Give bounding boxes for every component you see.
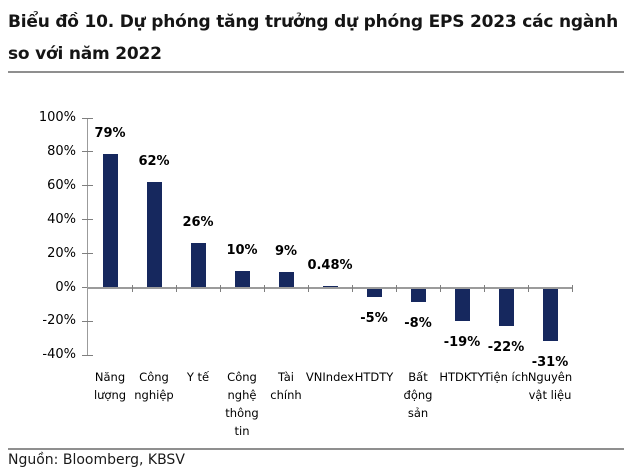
bar-value-label: -22% bbox=[487, 339, 525, 355]
y-axis-tick-label: -20% bbox=[42, 313, 76, 329]
bar-VNIndex bbox=[322, 286, 338, 288]
category-label: Tiện ích bbox=[483, 370, 529, 384]
x-axis-tick bbox=[307, 284, 309, 292]
bar-Nguyên vật liệu bbox=[542, 288, 558, 342]
x-axis-tick bbox=[483, 284, 485, 292]
category-label: Năng lượng bbox=[93, 370, 127, 402]
category-label: VNIndex bbox=[305, 370, 355, 384]
category-label: HTDTY bbox=[354, 370, 394, 384]
y-axis-tick bbox=[82, 151, 93, 153]
bar-Y tế bbox=[190, 243, 206, 288]
category-label: Công nghiệp bbox=[134, 370, 174, 402]
bar-Bất động sản bbox=[410, 288, 426, 303]
source-note: Nguồn: Bloomberg, KBSV bbox=[8, 452, 185, 468]
y-axis-tick bbox=[82, 320, 93, 322]
y-axis-tick-label: 40% bbox=[47, 211, 76, 227]
x-axis-tick bbox=[571, 284, 573, 292]
y-axis-tick bbox=[82, 117, 93, 119]
bar-value-label: -8% bbox=[404, 316, 432, 332]
category-label: HTDKTY bbox=[439, 370, 485, 384]
y-axis-tick bbox=[82, 185, 93, 187]
bar-HTDKTY bbox=[454, 288, 470, 321]
bar-value-label: -5% bbox=[360, 310, 388, 326]
y-axis-tick bbox=[82, 219, 93, 221]
bar-Công nghệ thông tin bbox=[234, 270, 250, 288]
y-axis-tick-label: 20% bbox=[47, 245, 76, 261]
y-axis-tick-label: 0% bbox=[55, 279, 76, 295]
bar-value-label: 10% bbox=[226, 242, 258, 258]
bar-value-label: 62% bbox=[138, 154, 170, 170]
x-axis-tick bbox=[263, 284, 265, 292]
bar-Công nghiệp bbox=[146, 182, 162, 288]
footer-divider bbox=[8, 448, 624, 450]
bar-HTDTY bbox=[366, 288, 382, 297]
bar-value-label: 26% bbox=[182, 215, 214, 231]
y-axis-line bbox=[87, 118, 88, 356]
x-axis-tick bbox=[439, 284, 441, 292]
category-label: Công nghệ thông tin bbox=[225, 370, 259, 438]
x-axis-tick bbox=[351, 284, 353, 292]
bar-value-label: -19% bbox=[443, 334, 481, 350]
x-axis-tick bbox=[175, 284, 177, 292]
category-label: Tài chính bbox=[270, 370, 302, 402]
y-axis-tick bbox=[82, 253, 93, 255]
category-label: Bất động sản bbox=[403, 370, 433, 420]
category-label: Nguyên vật liệu bbox=[527, 370, 573, 402]
x-axis-tick bbox=[395, 284, 397, 292]
y-axis-tick-label: 100% bbox=[38, 110, 76, 125]
y-axis-tick-label: 80% bbox=[47, 143, 76, 159]
y-axis-tick-label: 60% bbox=[47, 177, 76, 193]
bar-Năng lượng bbox=[102, 153, 118, 288]
chart-title: Biểu đồ 10. Dự phóng tăng trưởng dự phón… bbox=[8, 12, 618, 64]
bar-value-label: -31% bbox=[531, 355, 569, 371]
x-axis-tick bbox=[219, 284, 221, 292]
x-axis-tick bbox=[131, 284, 133, 292]
y-axis-tick bbox=[82, 354, 93, 356]
bar-value-label: 79% bbox=[94, 125, 126, 141]
bar-Tiện ích bbox=[498, 288, 514, 326]
x-axis-line bbox=[87, 286, 573, 289]
bar-value-label: 9% bbox=[274, 244, 298, 260]
y-axis-tick-label: -40% bbox=[42, 347, 76, 363]
bar-value-label: 0.48% bbox=[307, 258, 353, 274]
category-label: Y tế bbox=[186, 370, 210, 384]
title-divider bbox=[8, 71, 624, 73]
bar-Tài chính bbox=[278, 272, 294, 288]
x-axis-tick bbox=[527, 284, 529, 292]
